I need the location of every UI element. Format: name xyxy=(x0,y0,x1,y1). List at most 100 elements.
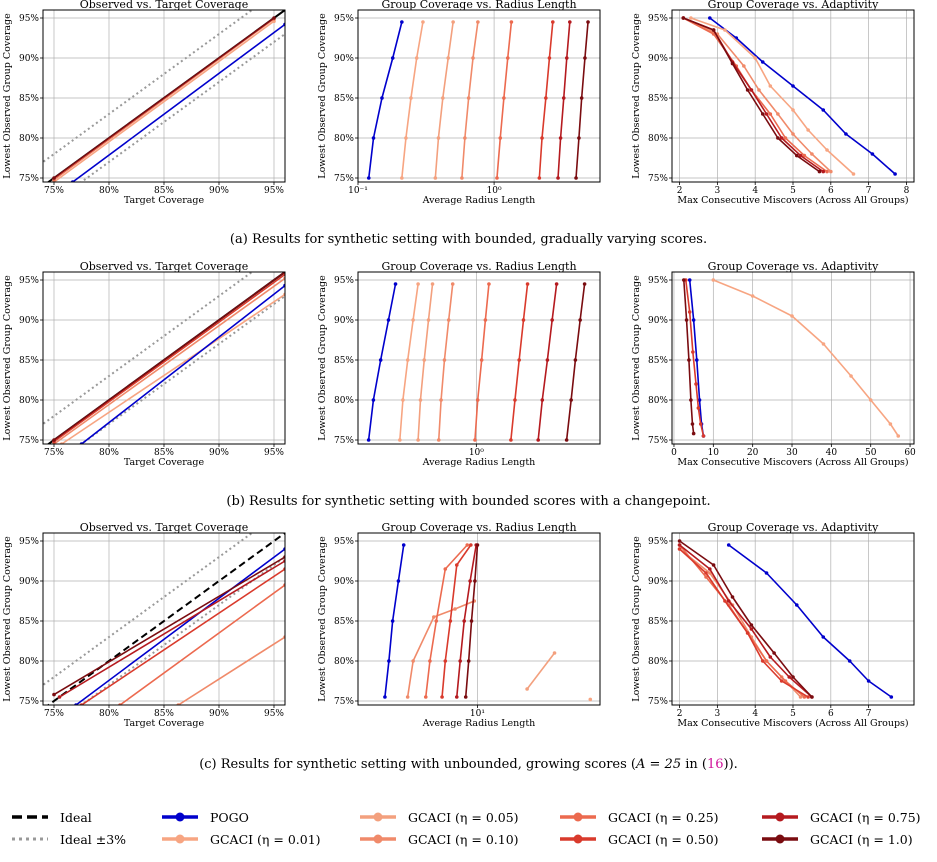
series-eta050-point xyxy=(677,547,682,551)
series-eta050-point xyxy=(517,358,521,362)
y-tick-label: 95% xyxy=(19,537,39,547)
y-tick-label: 85% xyxy=(648,94,668,104)
series-eta050-point xyxy=(691,350,695,354)
series-eta100-point xyxy=(475,543,480,547)
series-eta010-point xyxy=(829,169,833,174)
y-tick-label: 90% xyxy=(648,577,668,587)
x-tick-label: 30 xyxy=(786,448,798,458)
series-eta050-point xyxy=(540,136,544,140)
series-eta075-point xyxy=(568,20,572,24)
y-tick-label: 80% xyxy=(648,396,668,406)
y-tick-label: 85% xyxy=(334,94,354,104)
series-eta050-line xyxy=(538,21,554,179)
series-eta005-line xyxy=(526,652,556,690)
series-eta005-point xyxy=(430,282,435,286)
series-eta100-line xyxy=(53,272,285,441)
caption-c-prefix: (c) Results for synthetic setting with u… xyxy=(199,757,637,772)
y-tick-label: 95% xyxy=(334,14,354,24)
series-eta025-point xyxy=(509,20,514,24)
series-eta010-point xyxy=(776,112,780,116)
x-tick-label: 75% xyxy=(44,186,64,196)
series-POGO-point xyxy=(393,282,398,286)
x-tick-label: 5 xyxy=(790,186,796,196)
series-eta001-point xyxy=(405,358,410,362)
series-eta001-point xyxy=(768,84,773,88)
series-eta100-point xyxy=(577,136,581,140)
series-POGO-point xyxy=(889,695,894,699)
series-eta001-point xyxy=(404,136,408,140)
x-tick-label: 80% xyxy=(99,709,119,719)
series-eta010-point xyxy=(708,571,712,575)
chart-title: Group Coverage vs. Adaptivity xyxy=(708,0,879,11)
series-eta025-point xyxy=(505,56,510,60)
x-tick-label: 3 xyxy=(715,709,721,719)
series-eta050-point xyxy=(723,599,727,603)
series-eta100-point xyxy=(749,623,754,627)
series-eta100-point xyxy=(745,88,750,92)
series-eta050-point xyxy=(704,571,708,575)
x-tick-label: 75% xyxy=(44,448,64,458)
series-eta050-line xyxy=(53,273,285,443)
series-eta100-point xyxy=(760,112,765,116)
legend-item-eta001: GCACI (η = 0.01) xyxy=(160,830,321,848)
series-eta075-point xyxy=(57,695,62,699)
series-eta100-point xyxy=(573,358,578,362)
y-axis-label: Lowest Observed Group Coverage xyxy=(317,275,328,441)
series-eta010-point xyxy=(463,136,467,140)
series-eta050-point xyxy=(745,631,750,635)
series-eta025-point xyxy=(502,96,506,100)
axes-frame xyxy=(42,9,286,183)
y-axis-label: Lowest Observed Group Coverage xyxy=(317,13,328,179)
axes-frame xyxy=(671,9,915,183)
series-eta010-point xyxy=(742,64,746,68)
y-tick-label: 95% xyxy=(19,276,39,286)
legend-item-POGO: POGO xyxy=(160,808,249,826)
series-eta001-point xyxy=(588,697,593,702)
series-eta010-point xyxy=(757,88,761,92)
series-eta075-point xyxy=(821,169,826,174)
series-POGO-point xyxy=(366,176,371,180)
series-eta100-point xyxy=(690,422,695,426)
series-eta050-line xyxy=(510,283,529,441)
series-eta100-line xyxy=(565,283,586,441)
axes-frame xyxy=(671,271,915,445)
x-axis-label: Max Consecutive Miscovers (Across All Gr… xyxy=(677,718,908,729)
series-eta075-line xyxy=(557,21,571,179)
series-eta001-point xyxy=(416,282,420,286)
series-eta050-point xyxy=(779,679,784,683)
series-POGO-point xyxy=(697,398,702,402)
series-eta050-point xyxy=(696,406,701,410)
y-tick-label: 85% xyxy=(19,94,39,104)
series-eta100-point xyxy=(810,695,814,699)
y-tick-label: 75% xyxy=(648,697,668,707)
y-tick-label: 95% xyxy=(19,14,39,24)
series-eta050-point xyxy=(806,695,810,699)
x-axis-label: Average Radius Length xyxy=(422,718,536,729)
series-POGO-point xyxy=(387,659,391,663)
legend-label-eta025: GCACI (η = 0.25) xyxy=(608,809,719,825)
series-eta010-point xyxy=(798,695,803,699)
x-tick-label: 6 xyxy=(828,186,834,196)
series-eta075-point xyxy=(558,136,563,140)
legend: Ideal Ideal ±3% POGO GCACI (η = 0.01) GCACI … xyxy=(0,808,937,858)
y-tick-label: 85% xyxy=(334,356,354,366)
caption-c-suffix: )). xyxy=(723,757,738,772)
series-eta010-point xyxy=(466,96,471,100)
series-eta001-line xyxy=(713,279,899,437)
chart-b2: Group Coverage vs. Radius Length 75% 80% 85… xyxy=(317,260,601,468)
caption-c-ref[interactable]: 16 xyxy=(706,757,724,772)
legend-swatch-POGO xyxy=(162,812,198,822)
y-tick-label: 75% xyxy=(648,436,668,446)
series-POGO-point xyxy=(390,56,395,60)
series-POGO-point xyxy=(870,152,875,156)
x-tick-label: 10¹ xyxy=(470,709,485,719)
chart-b3: Group Coverage vs. Adaptivity 75% 80% 85% 90… xyxy=(631,260,916,468)
legend-item-eta010: GCACI (η = 0.10) xyxy=(358,830,519,848)
y-tick-label: 90% xyxy=(334,54,354,64)
series-eta001-point xyxy=(896,434,901,438)
series-eta100-line xyxy=(575,21,589,179)
series-eta001-line xyxy=(690,17,855,175)
series-POGO-line xyxy=(367,283,397,441)
chart-c1: Observed vs. Target Coverage 75% 80% 85% 90%… xyxy=(2,521,286,729)
series-eta050-point xyxy=(551,20,555,24)
